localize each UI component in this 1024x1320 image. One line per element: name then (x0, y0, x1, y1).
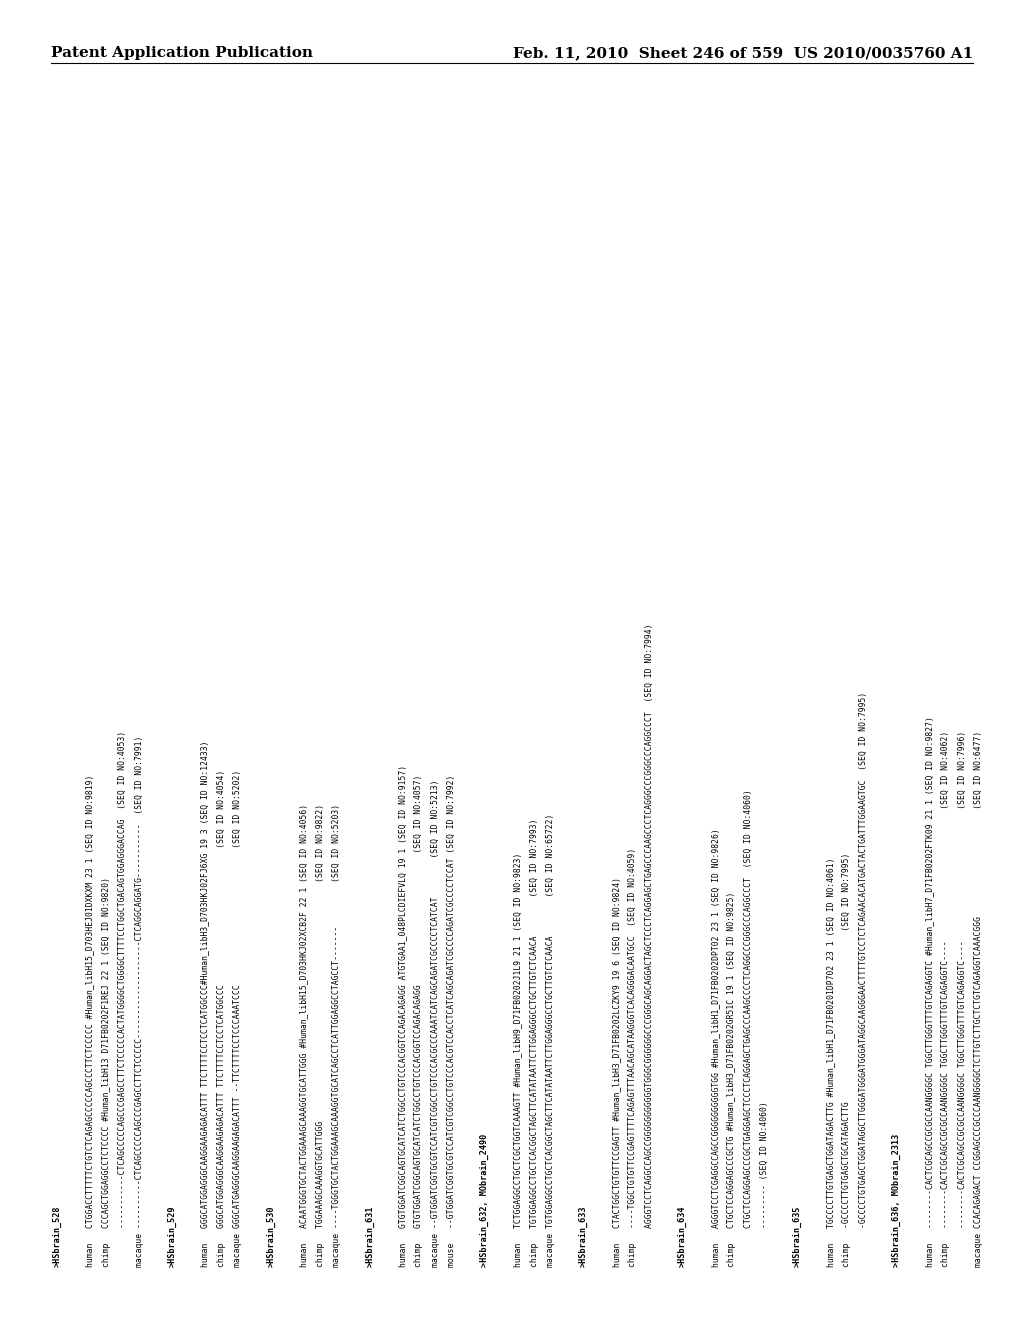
Text: >HSbrain_635: >HSbrain_635 (793, 1205, 802, 1267)
Text: chimp   CCCAGCTGGAGGCCTCTCCCC #Human_libH13 D71FB0202F1REJ 22 1 (SEQ ID NO:9820): chimp CCCAGCTGGAGGCCTCTCCCC #Human_libH1… (101, 878, 111, 1267)
Text: -GCCCCTGTGAGCTGGATAGGCTTGGGATGGGATGGGATAGGCAAGGGAACTTTTGTCCTCTCAGAACACATGACTACTG: -GCCCCTGTGAGCTGGATAGGCTTGGGATGGGATGGGATA… (859, 692, 867, 1267)
Text: chimp   ----TGGCTGTGTTCCGAGTTTTCAGAGTTTAACAGCATAAGGGTCACAGGGACAATGCC  (SEQ ID NO: chimp ----TGGCTGTGTTCCGAGTTTTCAGAGTTTAAC… (629, 847, 637, 1267)
Text: >HSbrain_631: >HSbrain_631 (365, 1205, 374, 1267)
Text: CTGCTCCAGGAGCCCGCTGAGGAGCTCCCTCAGGAGCTGAGCCCAAGCCCCTCAGGCCCGGGCCCAGGCCCT  (SEQ I: CTGCTCCAGGAGCCCGCTGAGGAGCTCCCTCAGGAGCTGA… (743, 789, 753, 1267)
Text: >HSbrain_632, MObrain_2490: >HSbrain_632, MObrain_2490 (480, 1134, 489, 1267)
Text: chimp   GTGTGGATCGGCAGTGCATCATCTGGCCTGTCCCACGGTCCAGACAGAGG                      : chimp GTGTGGATCGGCAGTGCATCATCTGGCCTGTCCC… (415, 775, 424, 1267)
Text: human   CTACTGGCTGTGTTCCGAGTT #Human_libH3_D71FB0202LCZKY9 19 6 (SEQ ID NO:9824): human CTACTGGCTGTGTTCCGAGTT #Human_libH3… (612, 878, 621, 1267)
Text: human   TGCCCCTTGTGAGCTGGATAGACTTG #Human_libH1_D71FB0201DP702 23 1 (SEQ ID NO:4: human TGCCCCTTGTGAGCTGGATAGACTTG #Human_… (826, 858, 835, 1267)
Text: >HSbrain_530: >HSbrain_530 (266, 1205, 275, 1267)
Text: human   AGGGTCCTCGAGGCCAGCCGGGGGGGGGGTGG #Human_libH1_D71FB0202DPT02 23 1 (SEQ I: human AGGGTCCTCGAGGCCAGCCGGGGGGGGGGTGG #… (711, 829, 720, 1267)
Text: Patent Application Publication: Patent Application Publication (51, 46, 313, 61)
Text: >HSbrain_529: >HSbrain_529 (168, 1205, 176, 1267)
Text: -----------CTCAGCCCCCAGCCCGAGCCTTCTCCCCCACTATGGGGCTGGGGCTTTTCCTGGCTGACAGTGGAGGGA: -----------CTCAGCCCCCAGCCCGAGCCTTCTCCCCC… (118, 731, 127, 1267)
Text: >HSbrain_634: >HSbrain_634 (678, 1205, 687, 1267)
Text: macaque CCACAGAGACT CCGGAGCCCGCCCAANGGGGCTCTTGTCTTGCTCTGTCAGAGGTCAAACGGG        : macaque CCACAGAGACT CCGGAGCCCGCCCAANGGGG… (974, 731, 983, 1267)
Text: AGGGTCCTCAGGCCAGCCGGGGGGGGGGGTGGGCGGGGGGCCCGGGCAGCAGGACTAGCTCCCTCAGGAGCTGAGCCCAA: AGGGTCCTCAGGCCAGCCGGGGGGGGGGGTGGGCGGGGGG… (645, 624, 654, 1267)
Text: human   CTGGACCTTTTTCTGTCTCAGAGCCCCCAGCCCTTCTCCCCC #Human_libH15_D703HEJ01DXKXM : human CTGGACCTTTTTCTGTCTCAGAGCCCCCAGCCCT… (85, 775, 94, 1267)
Text: macaque --GTGGATCGGTGCGTCCATCGTCGGCCTGTCCCACGCCCAAATCATCAGCAGATCGCCCCTCATCAT    : macaque --GTGGATCGGTGCGTCCATCGTCGGCCTGTC… (431, 780, 440, 1267)
Text: --------CACTCGCAGCCGCGCCAANGGGGC TGGCTTGGGTTTGTCAGAGGTC----                     : --------CACTCGCAGCCGCGCCAANGGGGC TGGCTTG… (957, 731, 967, 1267)
Text: macaque ----TGGGTGCTACTGGAAAGCAAAGGTGCATCAGCCTCATTGGAGGCCTAGCCT-------         (: macaque ----TGGGTGCTACTGGAAAGCAAAGGTGCAT… (332, 804, 341, 1267)
Text: >HSbrain_633: >HSbrain_633 (579, 1205, 588, 1267)
Text: chimp   GGGCATGGAGGGCAAGGAAGAGACATTT TTCTTTTCCTCCTCATGGCCC                      : chimp GGGCATGGAGGGCAAGGAAGAGACATTT TTCTT… (217, 770, 226, 1267)
Text: human   ACAATGGGTGCTACTGGAAAGCAAAGGTGCATTGGG #Human_libH15_D703HKJ02XCB2F 22 1 (: human ACAATGGGTGCTACTGGAAAGCAAAGGTGCATTG… (299, 804, 308, 1267)
Text: macaque TGTGGAGGCCTGCTCACGGCTAGCTTCATATAATTCTTGGAGGGCCTGCTTGTCTCAACA        (SEQ: macaque TGTGGAGGCCTGCTCACGGCTAGCTTCATATA… (546, 814, 555, 1267)
Text: macaque ----------CTCAGCCCCCAGCCCGAGCCTTCTCCCCC--------------------CTCAGGCAGGATG: macaque ----------CTCAGCCCCCAGCCCGAGCCTT… (135, 735, 143, 1267)
Text: chimp   CTGCTCCAGGAGCCCGCTG #Human_libH3_D71FB0202GR51C 19 1 (SEQ ID NO:9825): chimp CTGCTCCAGGAGCCCGCTG #Human_libH3_D… (727, 892, 736, 1267)
Text: human   GGGCATGGAGGGCAAGGAAGAGACATTT TTCTTTTCCTCCTCATGGCCC#Human_libH3_D703HKJ02: human GGGCATGGAGGGCAAGGAAGAGACATTT TTCTT… (201, 741, 210, 1267)
Text: human   GTGTGGATCGGCAGTGCATCATCTGGCCTGTCCCACGGTCCAGACAGAGG ATGTGAA1_048PLCDIEFVL: human GTGTGGATCGGCAGTGCATCATCTGGCCTGTCCC… (398, 766, 408, 1267)
Text: chimp   --------CACTCGCAGCCGCGCCAANGGGGC TGGCTTGGGTTTGTCAGAGGTC----             : chimp --------CACTCGCAGCCGCGCCAANGGGGC T… (941, 731, 950, 1267)
Text: Feb. 11, 2010  Sheet 246 of 559  US 2010/0035760 A1: Feb. 11, 2010 Sheet 246 of 559 US 2010/0… (513, 46, 973, 61)
Text: human   --------CACTCGCAGCCGCGCCAANGGGGC TGGCTTGGGTTTGTCAGAGGTC #Human_libH7_D71: human --------CACTCGCAGCCGCGCCAANGGGGC T… (925, 717, 934, 1267)
Text: mouse   --GTGGATCGGTGCGTCCATCGTCGGCCTGTCCCACGTCCACCTCATCAGCAGATCGCCCCAGATCGCCCCT: mouse --GTGGATCGGTGCGTCCATCGTCGGCCTGTCCC… (447, 775, 457, 1267)
Text: --------- (SEQ ID NO:4060): --------- (SEQ ID NO:4060) (760, 1101, 769, 1267)
Text: >HSbrain_528: >HSbrain_528 (52, 1205, 61, 1267)
Text: human   TCTGGAGGCCTGCTCGCTGGTCAAAGTT #Human_libH9_D71FB0202J1L9 21 1 (SEQ ID NO:: human TCTGGAGGCCTGCTCGCTGGTCAAAGTT #Huma… (513, 853, 522, 1267)
Text: chimp   TGGAAAGCAAAGGTGCATTGGG                                                 (: chimp TGGAAAGCAAAGGTGCATTGGG ( (315, 804, 325, 1267)
Text: chimp   TGTGGAGGCCTGCTCACGGCTAGCTTCATATAATTCTTGGAGGGCCTGCTTGTCTCAACA        (SEQ: chimp TGTGGAGGCCTGCTCACGGCTAGCTTCATATAAT… (529, 818, 539, 1267)
Text: chimp   -GCCCCTTGTGAGCTGCATAGACTTG                                   (SEQ ID NO:: chimp -GCCCCTTGTGAGCTGCATAGACTTG (SEQ ID… (843, 853, 851, 1267)
Text: >HSbrain_636, MObrain_2313: >HSbrain_636, MObrain_2313 (892, 1134, 901, 1267)
Text: macaque GGGCATGAGGGCAAGGAAGAGACATTT --TTCTTTTCCTCCCAAATCCC                      : macaque GGGCATGAGGGCAAGGAAGAGACATTT --TT… (233, 770, 243, 1267)
